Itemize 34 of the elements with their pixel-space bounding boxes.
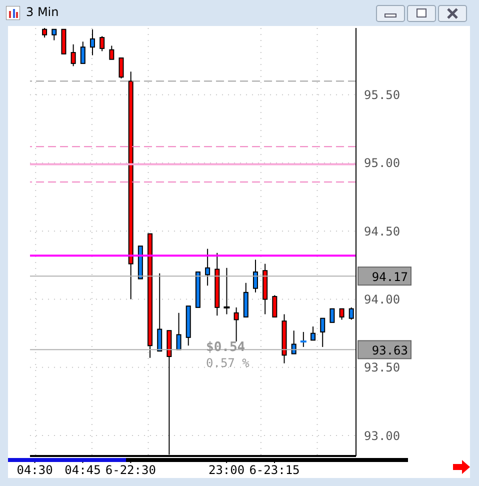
candlestick — [42, 28, 48, 38]
ref-line-label: 94.17 — [372, 270, 408, 284]
candlestick — [118, 57, 124, 79]
candlestick — [310, 326, 316, 341]
candlestick — [80, 41, 86, 64]
y-tick-label: 95.00 — [364, 156, 400, 170]
candlestick — [320, 318, 326, 348]
annotation: 0.57 % — [206, 356, 250, 370]
candlestick — [70, 44, 76, 67]
x-tick-label: 6-23:15 — [249, 463, 300, 477]
candlestick — [52, 28, 57, 41]
x-tick-label: 04:45 — [64, 463, 101, 477]
candlestick — [272, 294, 278, 318]
candlestick — [205, 248, 210, 286]
candlestick — [100, 36, 105, 52]
chart-title: 3 Min — [26, 5, 59, 19]
y-tick-label: 93.50 — [364, 360, 400, 375]
candlestick — [176, 312, 182, 350]
candlestick — [234, 306, 239, 342]
candlestick — [252, 259, 258, 293]
candlestick — [339, 308, 344, 320]
y-tick-label: 93.00 — [364, 428, 400, 443]
y-tick-label: 95.50 — [364, 88, 400, 102]
y-tick-label: 94.50 — [364, 224, 400, 238]
candlestick — [90, 28, 95, 56]
candlestick — [109, 45, 114, 60]
ref-line-label: 93.63 — [372, 344, 408, 358]
candlestick — [157, 272, 162, 352]
x-tick-label: 6-22:30 — [105, 463, 156, 477]
candlestick — [291, 330, 296, 354]
candlestick — [330, 308, 335, 323]
x-tick-label: 04:30 — [16, 463, 53, 477]
y-tick-label: 94.00 — [364, 292, 400, 307]
x-tick-label: 23:00 — [208, 463, 245, 477]
